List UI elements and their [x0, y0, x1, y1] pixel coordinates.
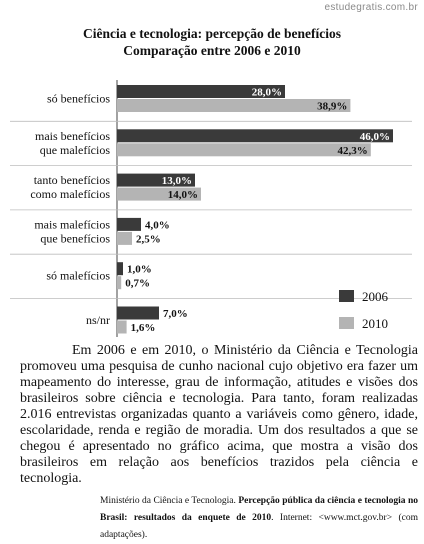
data-label-2006: 13,0%	[162, 175, 192, 187]
bar-2006	[117, 173, 195, 187]
category-label: como malefícios	[30, 187, 110, 201]
bar-2010	[117, 320, 127, 334]
data-label-2010: 14,0%	[168, 189, 198, 201]
legend-swatch-2006	[339, 290, 354, 302]
bar-2010	[117, 276, 122, 290]
body-paragraph: Em 2006 e em 2010, o Ministério da Ciênc…	[20, 343, 418, 487]
legend-label-2006: 2006	[362, 289, 389, 304]
source-title: Percepção pública da ciência e tecnologi…	[100, 496, 419, 523]
data-label-2006: 4,0%	[145, 219, 170, 231]
bar-2010	[117, 187, 201, 201]
category-label: só benefícios	[47, 92, 110, 106]
bar-2006	[117, 306, 159, 320]
legend-swatch-2010	[339, 317, 354, 329]
category-label: mais malefícios	[34, 217, 110, 231]
chart-subtitle: Comparação entre 2006 e 2010	[123, 43, 301, 58]
data-label-2006: 1,0%	[127, 264, 152, 276]
category-label: mais benefícios	[35, 129, 110, 143]
body-paragraph-text: Em 2006 e em 2010, o Ministério da Ciênc…	[20, 343, 418, 486]
bar-2010	[117, 99, 351, 112]
bar-2006	[117, 217, 141, 231]
data-label-2010: 1,6%	[131, 322, 156, 334]
bar-chart: só benefícios 28,0%38,9%mais benefíciosqu…	[10, 80, 412, 337]
data-label-2010: 2,5%	[136, 233, 161, 245]
source-suffix: . Internet: <www.mct.gov.br> (com adapta…	[100, 513, 418, 540]
category-label: que benefícios	[40, 231, 110, 245]
category-label: que malefícios	[40, 143, 111, 157]
data-label-2006: 28,0%	[252, 87, 282, 99]
bar-2010	[117, 231, 132, 245]
data-label-2006: 7,0%	[163, 308, 188, 320]
category-label: tanto benefícios	[34, 173, 111, 187]
category-label: só malefícios	[46, 269, 110, 283]
data-label-2010: 42,3%	[338, 145, 368, 157]
bar-2006	[117, 85, 285, 98]
data-label-2006: 46,0%	[360, 131, 390, 143]
chart-title: Ciência e tecnologia: percepção de benef…	[82, 26, 342, 41]
legend-label-2010: 2010	[362, 316, 388, 331]
source-prefix: Ministério da Ciência e Tecnologia.	[100, 496, 236, 506]
category-label: ns/nr	[86, 313, 110, 327]
watermark: estudegratis.com.br	[324, 2, 418, 13]
bar-2006	[117, 262, 123, 276]
bar-2010	[117, 143, 371, 157]
bar-2006	[117, 129, 393, 143]
data-label-2010: 38,9%	[317, 101, 347, 113]
source-citation: Ministério da Ciência e Tecnologia. Perc…	[100, 493, 418, 544]
data-label-2010: 0,7%	[125, 278, 150, 290]
